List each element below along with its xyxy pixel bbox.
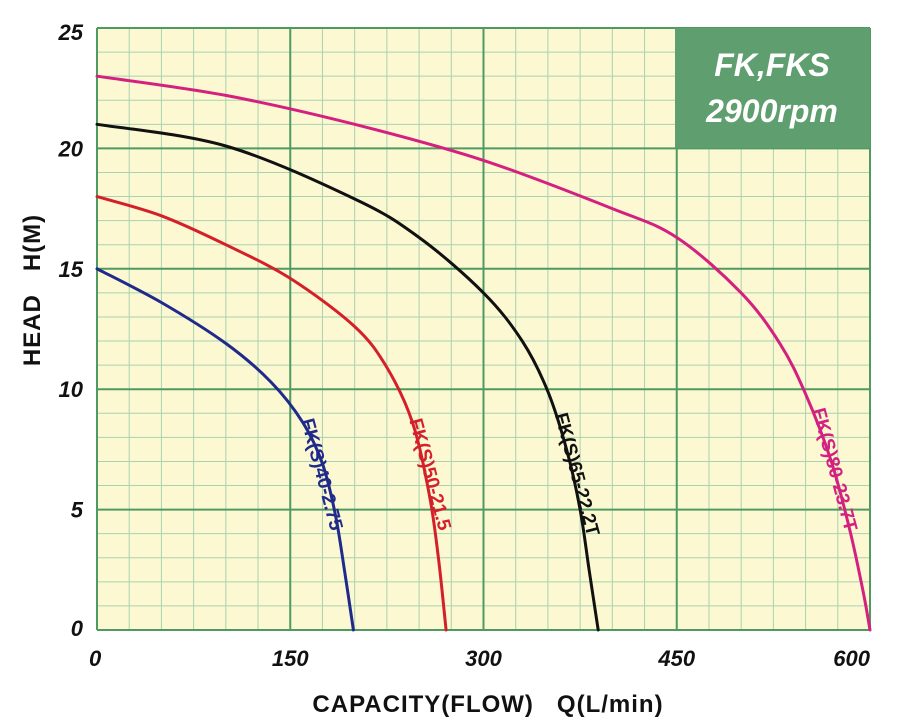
badge-model: FK,FKS: [714, 47, 830, 83]
curve-line: [95, 195, 448, 632]
x-tick-label: 0: [89, 646, 102, 671]
x-axis-label: CAPACITY(FLOW) Q(L/min): [312, 691, 663, 718]
y-tick-label: 25: [58, 20, 84, 45]
badge-speed: 2900rpm: [705, 93, 838, 129]
y-tick-label: 0: [71, 616, 84, 641]
curve-series: [95, 74, 872, 632]
x-tick-label: 600: [833, 646, 870, 671]
badge-background: [675, 28, 870, 148]
y-tick-label: 20: [58, 136, 84, 161]
curve-line: [95, 267, 355, 632]
x-tick-label: 300: [465, 646, 502, 671]
y-axis-label: HEAD H(M): [19, 214, 46, 366]
speed-badge: FK,FKS 2900rpm: [675, 28, 870, 148]
x-tick-label: 450: [657, 646, 695, 671]
x-tick-label: 150: [272, 646, 309, 671]
y-tick-labels: 0 5 10 15 20 25: [58, 20, 84, 641]
curve-line: [95, 122, 600, 632]
y-tick-label: 10: [59, 377, 84, 402]
y-tick-label: 15: [59, 257, 84, 282]
curve-line: [95, 74, 872, 632]
x-tick-labels: 0 150 300 450 600: [89, 646, 871, 671]
y-tick-label: 5: [71, 498, 84, 523]
